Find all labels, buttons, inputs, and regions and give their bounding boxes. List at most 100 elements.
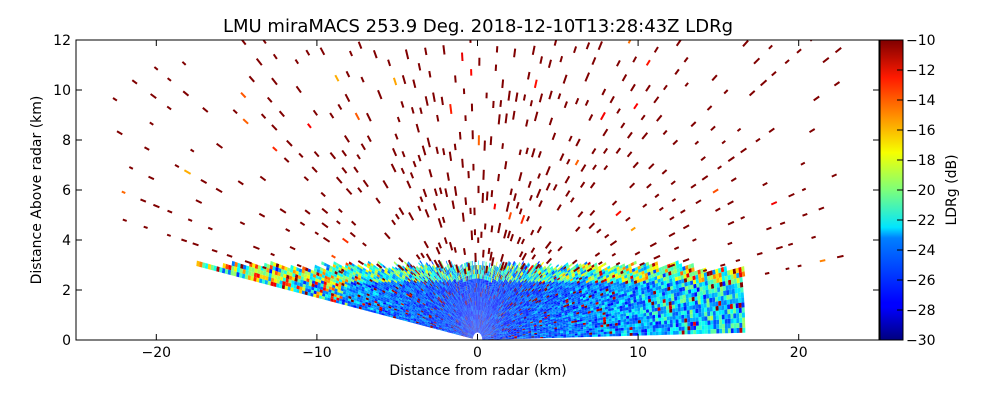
data-cell xyxy=(504,304,507,309)
data-cell xyxy=(507,330,511,333)
data-cell xyxy=(628,282,632,287)
data-cell xyxy=(517,273,520,278)
data-cell xyxy=(584,305,588,309)
data-cell xyxy=(631,268,636,273)
data-cell xyxy=(478,269,480,274)
data-cell xyxy=(655,314,659,319)
data-cell xyxy=(529,274,532,278)
data-cell xyxy=(621,293,625,298)
data-cell xyxy=(486,315,489,320)
data-cell xyxy=(725,285,729,291)
data-cell xyxy=(509,293,512,297)
data-cell xyxy=(613,284,618,289)
data-cell xyxy=(496,331,500,334)
data-cell xyxy=(491,309,494,314)
data-cell xyxy=(574,333,578,336)
data-cell xyxy=(667,323,671,328)
data-cell xyxy=(534,262,537,267)
data-cell xyxy=(582,314,586,317)
data-cell xyxy=(544,277,547,281)
data-cell xyxy=(606,323,610,327)
data-cell xyxy=(501,307,505,311)
data-cell xyxy=(495,317,498,321)
data-cell xyxy=(589,332,593,335)
data-cell xyxy=(547,299,551,302)
data-cell xyxy=(482,328,485,332)
data-cell xyxy=(484,334,488,337)
data-cell xyxy=(486,315,489,319)
data-cell xyxy=(521,322,525,325)
data-cell xyxy=(661,324,665,328)
data-cell xyxy=(688,289,692,294)
data-cell xyxy=(506,322,510,325)
data-cell xyxy=(629,293,634,298)
data-cell xyxy=(492,305,495,310)
data-cell xyxy=(670,327,673,332)
data-cell xyxy=(483,322,485,327)
data-cell xyxy=(529,292,533,296)
data-cell xyxy=(508,337,512,339)
data-cell xyxy=(600,297,604,301)
data-cell xyxy=(580,329,584,332)
data-cell xyxy=(484,324,487,328)
data-cell xyxy=(609,321,612,324)
data-cell xyxy=(532,301,536,305)
data-cell xyxy=(644,332,648,336)
data-cell xyxy=(580,331,584,334)
data-cell xyxy=(499,280,502,285)
data-cell xyxy=(508,262,511,267)
data-cell xyxy=(650,294,654,299)
data-cell xyxy=(560,266,564,271)
data-cell xyxy=(501,286,504,291)
data-cell xyxy=(584,261,588,266)
data-cell xyxy=(496,334,500,336)
data-cell xyxy=(567,281,571,285)
data-cell xyxy=(508,291,511,295)
data-cell xyxy=(702,290,706,295)
data-cell xyxy=(484,331,487,335)
data-cell xyxy=(481,331,484,335)
data-cell xyxy=(693,329,697,335)
data-cell xyxy=(569,288,573,292)
data-cell xyxy=(726,294,730,300)
data-cell xyxy=(485,319,488,323)
data-cell xyxy=(580,335,584,338)
data-cell xyxy=(562,322,566,325)
data-cell xyxy=(547,287,551,291)
data-cell xyxy=(501,329,505,332)
data-cell xyxy=(538,291,542,295)
data-cell xyxy=(503,310,506,314)
data-cell xyxy=(673,265,677,270)
data-cell xyxy=(478,269,479,274)
data-cell xyxy=(629,269,633,274)
data-cell xyxy=(490,333,494,335)
data-cell xyxy=(738,271,743,278)
data-cell xyxy=(629,272,633,277)
data-cell xyxy=(505,264,508,269)
data-cell xyxy=(510,264,513,269)
data-cell xyxy=(715,268,719,274)
data-cell xyxy=(486,321,489,325)
data-cell xyxy=(514,269,517,274)
data-cell xyxy=(606,326,610,330)
data-cell xyxy=(599,307,603,311)
data-cell xyxy=(516,292,519,296)
data-cell xyxy=(491,309,494,314)
data-cell xyxy=(492,304,495,309)
data-cell xyxy=(508,334,512,336)
data-cell xyxy=(490,333,494,336)
data-cell xyxy=(498,326,502,329)
data-cell xyxy=(683,310,687,315)
data-cell xyxy=(690,288,695,294)
data-cell xyxy=(551,291,555,295)
data-cell xyxy=(510,331,514,333)
data-cell xyxy=(497,300,501,305)
data-cell xyxy=(545,334,549,336)
data-cell xyxy=(527,322,531,325)
data-cell xyxy=(496,292,499,297)
data-cell xyxy=(674,304,678,309)
data-cell xyxy=(523,278,527,282)
data-cell xyxy=(544,317,548,320)
data-cell xyxy=(592,332,595,335)
data-cell xyxy=(628,303,632,307)
